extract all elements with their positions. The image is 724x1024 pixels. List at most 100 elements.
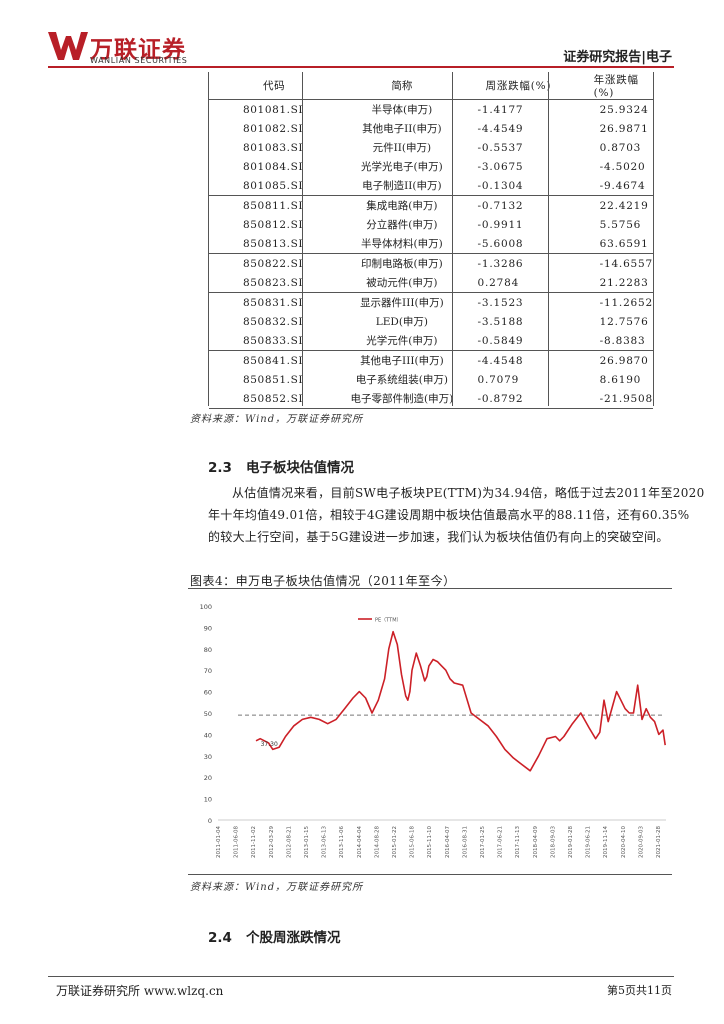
table-source-note: 资料来源：Wind，万联证券研究所 [190,414,364,425]
table-row: 801084.SI 光学光电子(申万) -3.0675 -4.5020 [209,157,653,176]
x-tick-label: 2013-06-13 [322,826,328,858]
figure-bottom-rule [188,874,672,875]
table-column-divider [302,72,303,406]
y-tick-label: 100 [200,603,212,611]
table-row: 850833.SI 光学元件(申万) -0.5849 -8.8383 [209,331,653,351]
table-row: 850841.SI 其他电子III(申万) -4.4548 26.9870 [209,351,653,371]
x-tick-label: 2017-06-21 [498,826,504,858]
y-tick-label: 50 [204,710,212,718]
col-header-yearly-change: 年涨跌幅(%) [565,72,653,100]
x-tick-label: 2014-08-28 [374,826,380,858]
table-row: 801081.SI 半导体(申万) -1.4177 25.9324 [209,100,653,120]
cell-name: 半导体材料(申万) [342,234,462,254]
cell-weekly-change: -0.8792 [461,389,566,409]
cell-code: 850813.SI [209,234,343,254]
y-tick-label: 60 [204,689,212,697]
x-tick-label: 2015-01-22 [392,826,398,858]
table-row: 801083.SI 元件II(申万) -0.5537 0.8703 [209,138,653,157]
index-performance-table: 代码 简称 周涨跌幅(%) 年涨跌幅(%) 801081.SI 半导体(申万) -1… [208,72,654,409]
cell-yearly-change: 0.8703 [599,141,642,154]
pe-series-line [255,630,666,772]
table-column-divider [548,72,549,406]
cell-code: 850831.SI [243,296,304,309]
pe-valuation-chart: 0 10 20 30 40 50 60 70 80 90 100 2011-01-04 2011-06-… [200,603,666,858]
table-row: 850823.SI 被动元件(申万) 0.2784 21.2283 [209,273,653,293]
cell-name: 集成电路(申万) [366,200,438,212]
x-tick-label: 2018-09-03 [550,826,556,858]
cell-yearly-change: 26.9871 [599,122,649,135]
paragraph-line: 年十年均值49.01倍，相较于4G建设周期中板块估值最高水平的88.11倍，还有… [208,508,690,522]
table-row: 850813.SI 半导体材料(申万) -5.6008 63.6591 [209,234,653,254]
table-row: 850812.SI 分立器件(申万) -0.9911 5.5756 [209,215,653,234]
cell-weekly-change: -1.4177 [477,103,524,116]
cell-weekly-change: -0.7132 [477,199,524,212]
cell-name: 电子制造II(申万) [342,176,462,196]
cell-name: 显示器件III(申万) [360,297,444,309]
cell-code: 801083.SI [243,141,304,154]
cell-weekly-change: 0.7079 [477,373,520,386]
logo-english-text: WANLIAN SECURITIES [90,56,188,65]
cell-name: 元件II(申万) [372,142,432,154]
y-tick-label: 40 [204,731,212,739]
cell-yearly-change: -4.5020 [599,160,646,173]
cell-name: 电子系统组装(申万) [355,374,448,386]
figure-top-rule [188,588,672,589]
cell-yearly-change: -9.4674 [565,176,653,196]
cell-name: 印制电路板(申万) [361,258,443,270]
cell-code: 850823.SI [209,273,343,293]
cell-code: 850832.SI [243,315,304,328]
x-tick-label: 2011-06-08 [234,826,240,858]
x-tick-label: 2015-11-10 [427,826,433,858]
x-tick-label: 2019-01-28 [568,826,574,858]
cell-name: 其他电子II(申万) [362,123,442,135]
cell-code: 850841.SI [243,354,304,367]
cell-code: 850833.SI [209,331,343,351]
cell-name: 光学元件(申万) [342,331,462,351]
table-header-row: 代码 简称 周涨跌幅(%) 年涨跌幅(%) [209,72,653,100]
cell-name: 半导体(申万) [371,104,433,116]
cell-weekly-change: -0.5849 [461,331,566,351]
cell-name: 被动元件(申万) [342,273,462,293]
cell-code: 850822.SI [243,257,304,270]
cell-yearly-change: 21.2283 [565,273,653,293]
cell-code: 801084.SI [243,160,304,173]
x-tick-label: 2011-01-04 [216,826,222,858]
y-tick-label: 70 [204,667,212,675]
paragraph-line: 的较大上行空间，基于5G建设进一步加速，我们认为板块估值仍有向上的突破空间。 [208,530,669,544]
y-tick-label: 90 [204,624,212,632]
section-title: 电子板块估值情况 [246,460,354,476]
cell-yearly-change: 26.9870 [599,354,649,367]
cell-weekly-change: -0.9911 [477,218,524,231]
report-category: 证券研究报告|电子 [563,50,672,65]
cell-yearly-change: 22.4219 [599,199,649,212]
x-tick-label: 2015-06-18 [410,826,416,858]
cell-weekly-change: -4.4549 [477,122,524,135]
cell-code: 801081.SI [243,103,304,116]
table-row: 850852.SI 电子零部件制造(申万) -0.8792 -21.9508 [209,389,653,409]
y-tick-label: 80 [204,646,212,654]
logo-chinese-text: 万联证券 [90,37,186,63]
table-column-divider [452,72,453,406]
cell-code: 801082.SI [243,122,304,135]
legend-label: PE（TTM） [375,618,402,624]
col-header-weekly-change: 周涨跌幅(%) [461,72,566,100]
valuation-paragraph: 从估值情况来看，目前SW电子板块PE(TTM)为34.94倍，略低于过去2011… [208,482,704,548]
cell-weekly-change: -1.3286 [477,257,524,270]
x-tick-label: 2013-11-06 [339,826,345,858]
x-tick-label: 2017-01-25 [480,826,486,858]
x-tick-label: 2016-08-31 [462,826,468,858]
cell-code: 850852.SI [209,389,343,409]
x-tick-label: 2017-11-13 [515,826,521,858]
cell-name: LED(申万) [375,316,429,328]
x-tick-label: 2021-01-28 [656,826,662,858]
cell-code: 850811.SI [243,199,304,212]
cell-yearly-change: 12.7576 [599,315,649,328]
table-row: 850811.SI 集成电路(申万) -0.7132 22.4219 [209,196,653,216]
page-number: 第5页共11页 [607,984,672,997]
figure-title: 图表4：申万电子板块估值情况（2011年至今） [190,574,456,588]
table-row: 801082.SI 其他电子II(申万) -4.4549 26.9871 [209,119,653,138]
table-row: 850832.SI LED(申万) -3.5188 12.7576 [209,312,653,331]
y-tick-label: 10 [204,796,212,804]
cell-yearly-change: -21.9508 [565,389,653,409]
header-divider [48,66,674,68]
